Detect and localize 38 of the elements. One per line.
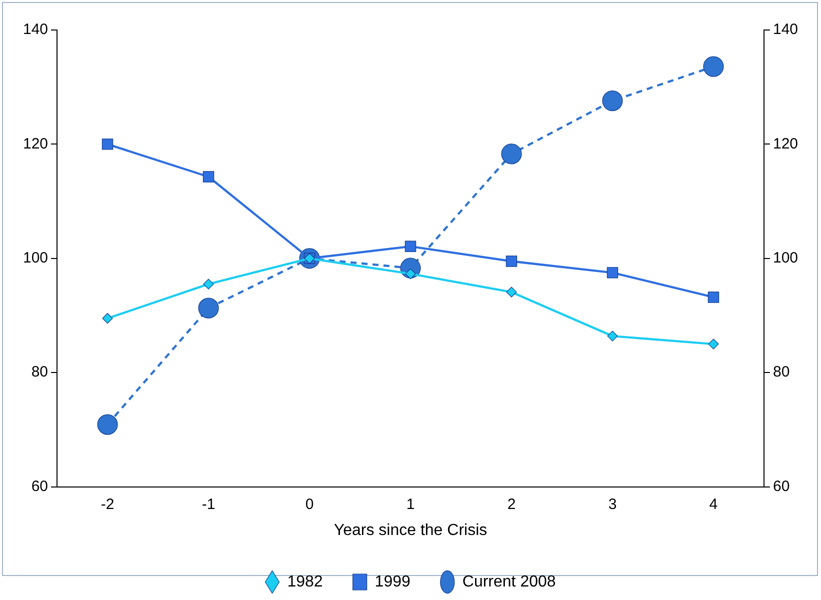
point (607, 330, 618, 342)
y-tick-label: 120 (22, 135, 48, 152)
point (97, 414, 118, 435)
point (501, 144, 522, 164)
x-tick-label: -2 (100, 496, 114, 513)
y2-tick-label: 80 (772, 364, 790, 381)
point (203, 278, 214, 290)
legend-label: Current 2008 (462, 573, 556, 590)
x-tick-label: 1 (406, 496, 415, 513)
y-tick-label: 100 (22, 250, 48, 267)
y-tick-label: 140 (22, 21, 48, 38)
x-tick-label: 4 (709, 496, 718, 513)
x-tick-label: -1 (202, 496, 216, 513)
y2-tick-label: 60 (772, 478, 790, 495)
x-tick-label: 2 (507, 496, 516, 513)
x-axis-title: Years since the Crisis (334, 522, 488, 539)
y2-tick-label: 100 (772, 250, 798, 267)
y-tick-label: 80 (31, 364, 48, 381)
point (703, 56, 724, 77)
point (102, 313, 113, 324)
y-tick-label: 60 (31, 478, 48, 495)
point (102, 138, 114, 150)
point (606, 267, 618, 278)
legend-label: 1982 (287, 573, 323, 590)
point (198, 298, 219, 318)
point (506, 256, 518, 267)
y2-tick-label: 120 (772, 135, 798, 152)
point (602, 90, 623, 112)
point (404, 240, 416, 252)
y2-tick-label: 140 (772, 21, 798, 38)
point (202, 171, 214, 182)
point (708, 292, 720, 303)
x-tick-label: 3 (608, 496, 617, 513)
point (708, 338, 719, 350)
legend-label: 1999 (374, 573, 410, 590)
x-tick-label: 0 (305, 496, 314, 513)
point (405, 268, 416, 280)
point (506, 286, 517, 298)
